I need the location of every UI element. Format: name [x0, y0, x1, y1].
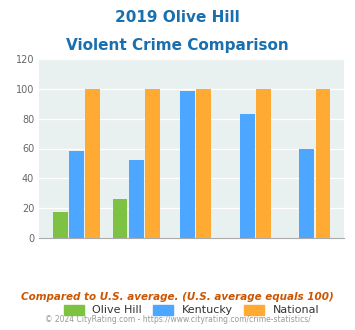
- Text: © 2024 CityRating.com - https://www.cityrating.com/crime-statistics/: © 2024 CityRating.com - https://www.city…: [45, 315, 310, 324]
- Legend: Olive Hill, Kentucky, National: Olive Hill, Kentucky, National: [59, 300, 324, 320]
- Bar: [240, 115, 255, 238]
- Text: Compared to U.S. average. (U.S. average equals 100): Compared to U.S. average. (U.S. average …: [21, 292, 334, 302]
- Bar: [53, 213, 68, 238]
- Bar: [85, 89, 100, 238]
- Text: 2019 Olive Hill: 2019 Olive Hill: [115, 10, 240, 25]
- Bar: [145, 89, 160, 238]
- Bar: [300, 148, 315, 238]
- Bar: [129, 160, 143, 238]
- Bar: [196, 89, 211, 238]
- Bar: [69, 151, 84, 238]
- Bar: [256, 89, 271, 238]
- Bar: [316, 89, 331, 238]
- Bar: [180, 91, 195, 238]
- Bar: [113, 199, 127, 238]
- Text: Violent Crime Comparison: Violent Crime Comparison: [66, 38, 289, 53]
